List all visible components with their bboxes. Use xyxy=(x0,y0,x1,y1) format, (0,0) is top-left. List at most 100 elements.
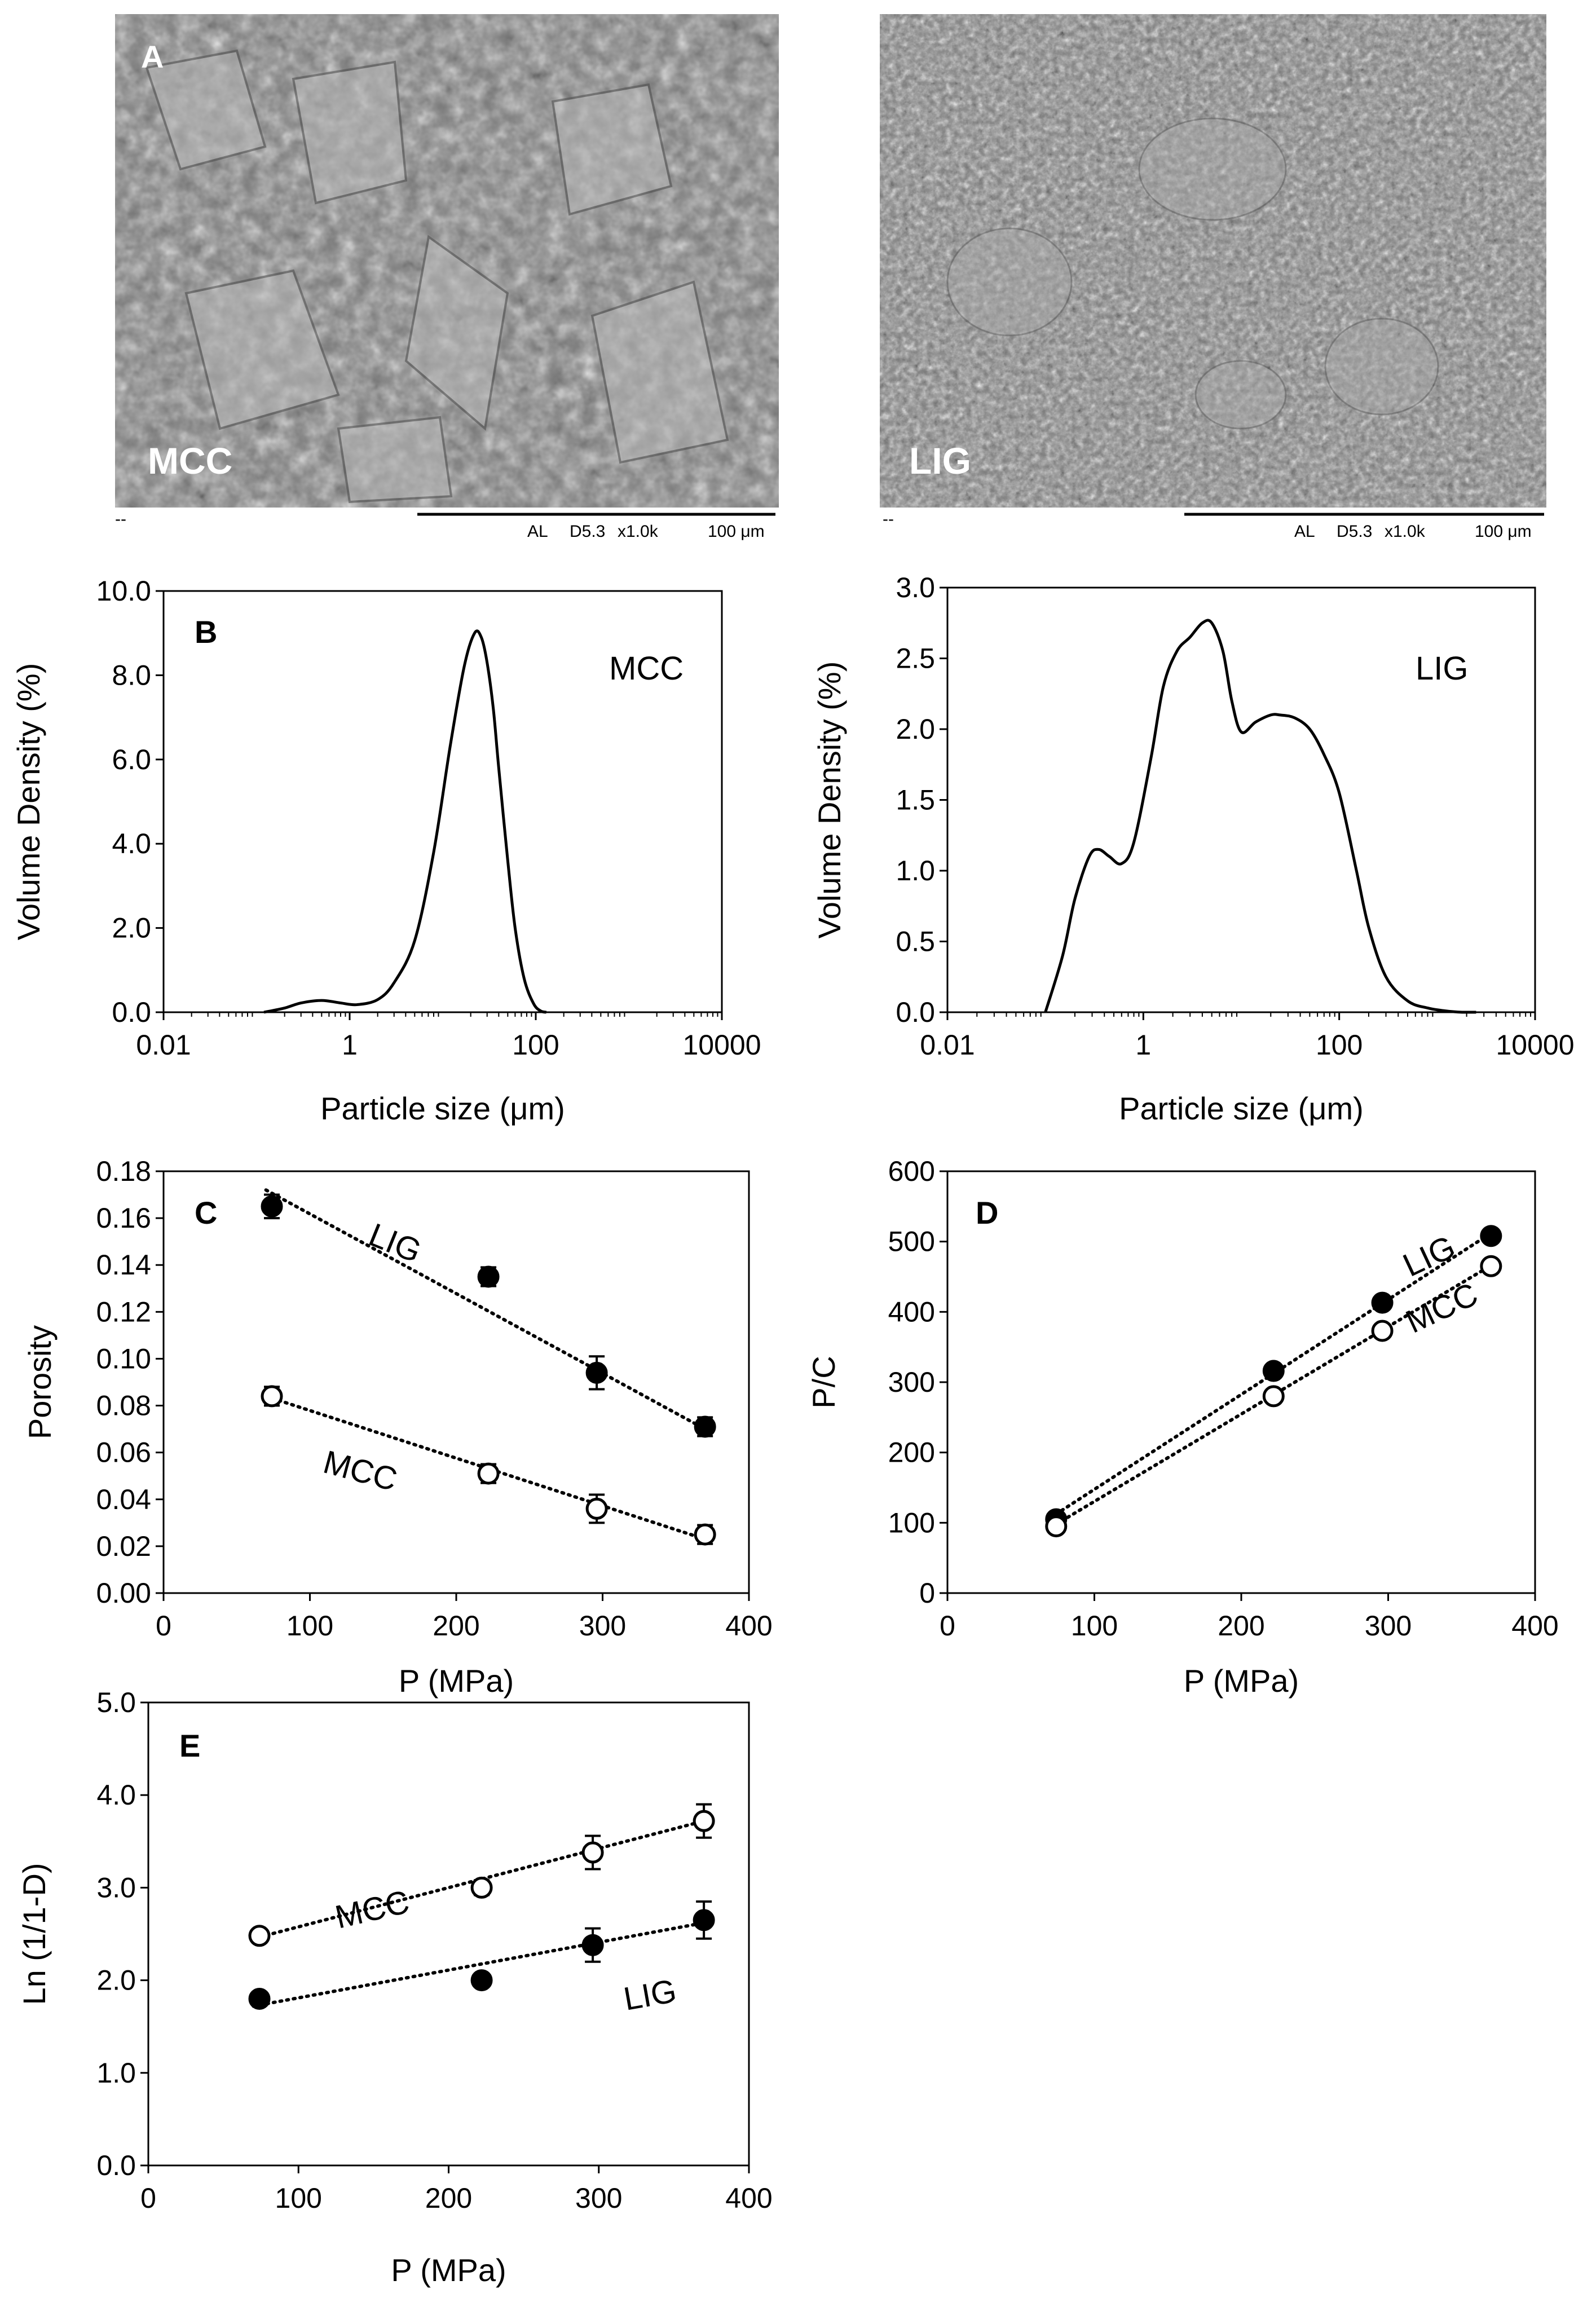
series-lig: LIG xyxy=(248,1900,715,2018)
x-tick-label: 10000 xyxy=(1496,1029,1574,1061)
y-axis-label: Volume Density (%) xyxy=(11,663,46,941)
trend-line xyxy=(264,1188,707,1431)
sem-label-mcc: MCC xyxy=(148,440,232,482)
y-tick-label: 0.5 xyxy=(896,926,935,958)
chart-b-lig-psd: 0.0 0.5 1.0 1.5 2.0 2.5 3.0 0.01 1 100 10000 Partic… xyxy=(812,572,1575,1126)
sem-scale-left-1: D5.3 xyxy=(570,522,605,541)
y-tick-label: 2.0 xyxy=(896,713,935,745)
x-tick-label: 100 xyxy=(512,1029,559,1061)
y-tick-label: 0 xyxy=(919,1577,935,1609)
panel-label: B xyxy=(195,614,217,650)
y-tick-label: 0.06 xyxy=(96,1437,151,1468)
sem-scale-left-2: x1.0k xyxy=(618,522,659,541)
trend-line xyxy=(252,1921,706,2008)
x-tick-label: 1 xyxy=(1135,1029,1151,1061)
sem-label-lig: LIG xyxy=(909,440,971,482)
x-axis-label: Particle size (μm) xyxy=(1119,1091,1364,1126)
y-axis-label: Ln (1/1-D) xyxy=(16,1863,52,2005)
series-label: LIG xyxy=(621,1973,679,2018)
sem-marker-right: -- xyxy=(883,510,894,528)
y-tick-label: 500 xyxy=(888,1226,935,1258)
data-point xyxy=(1371,1291,1394,1314)
y-axis-label: Porosity xyxy=(22,1325,58,1439)
y-tick-label: 0.08 xyxy=(96,1390,151,1422)
y-tick-label: 0.16 xyxy=(96,1202,151,1234)
x-tick-label: 300 xyxy=(579,1610,626,1642)
y-tick-label: 1.0 xyxy=(96,2057,136,2089)
sem-scale-right-0: AL xyxy=(1294,522,1315,541)
chart-annotation: LIG xyxy=(1416,650,1469,687)
sem-scale-left-3: 100 μm xyxy=(708,522,765,541)
sem-scale-left-0: AL xyxy=(527,522,548,541)
data-point xyxy=(581,1934,604,1956)
y-tick-label: 600 xyxy=(888,1155,935,1187)
sem-scale-right-2: x1.0k xyxy=(1385,522,1426,541)
series-lig: LIG xyxy=(1045,1225,1502,1530)
x-tick-label: 200 xyxy=(425,2182,472,2214)
plot-frame xyxy=(162,590,723,1013)
series-mcc: MCC xyxy=(248,1803,715,1947)
x-tick-label: 100 xyxy=(1316,1029,1363,1061)
psd-curve xyxy=(1044,619,1476,1014)
panel-label: E xyxy=(179,1728,200,1763)
y-tick-label: 0.02 xyxy=(96,1530,151,1562)
y-tick-label: 0.14 xyxy=(96,1249,151,1281)
y-tick-label: 0.0 xyxy=(112,996,151,1028)
plot-frame xyxy=(162,1170,750,1594)
data-point xyxy=(585,1497,608,1520)
x-tick-label: 0 xyxy=(140,2182,156,2214)
x-axis-label: P (MPa) xyxy=(1184,1663,1299,1699)
y-tick-label: 300 xyxy=(888,1366,935,1398)
data-point xyxy=(1371,1320,1394,1342)
sem-marker-left: -- xyxy=(115,510,126,528)
series-lig: LIG xyxy=(261,1188,716,1438)
y-tick-label: 400 xyxy=(888,1296,935,1327)
series-label: LIG xyxy=(1397,1228,1461,1283)
data-point xyxy=(248,1925,271,1947)
data-point xyxy=(470,1876,493,1899)
data-point xyxy=(1480,1255,1502,1277)
data-point xyxy=(694,1523,716,1546)
x-axis-label: P (MPa) xyxy=(391,2252,506,2288)
y-tick-label: 10.0 xyxy=(96,575,151,607)
x-tick-label: 300 xyxy=(575,2182,622,2214)
x-tick-label: 100 xyxy=(1071,1610,1118,1642)
x-tick-label: 0.01 xyxy=(920,1029,975,1061)
y-tick-label: 5.0 xyxy=(96,1687,136,1718)
y-tick-label: 8.0 xyxy=(112,659,151,691)
y-tick-label: 3.0 xyxy=(96,1872,136,1903)
data-point xyxy=(1262,1360,1285,1382)
data-point xyxy=(694,1415,716,1438)
data-point xyxy=(261,1195,283,1218)
y-tick-label: 3.0 xyxy=(896,572,935,603)
data-point xyxy=(248,1987,271,2010)
sem-scale-right-1: D5.3 xyxy=(1337,522,1372,541)
x-tick-label: 0 xyxy=(156,1610,171,1642)
y-tick-label: 2.0 xyxy=(112,912,151,944)
y-tick-label: 200 xyxy=(888,1437,935,1468)
y-tick-label: 2.5 xyxy=(896,643,935,674)
y-tick-label: 0.00 xyxy=(96,1577,151,1609)
x-axis-label: Particle size (μm) xyxy=(320,1091,565,1126)
data-point xyxy=(477,1462,500,1485)
data-point xyxy=(585,1361,608,1384)
series-label: MCC xyxy=(332,1883,412,1936)
data-point xyxy=(470,1969,493,1992)
y-tick-label: 100 xyxy=(888,1507,935,1538)
panel-label-a: A xyxy=(141,39,164,74)
data-point xyxy=(1262,1385,1285,1408)
sem-image-lig xyxy=(880,14,1546,508)
y-tick-label: 2.0 xyxy=(96,1965,136,1996)
x-tick-label: 0 xyxy=(940,1610,955,1642)
y-tick-label: 0.04 xyxy=(96,1484,151,1515)
panel-label: D xyxy=(976,1195,998,1230)
y-tick-label: 0.0 xyxy=(896,996,935,1028)
y-tick-label: 1.0 xyxy=(896,855,935,886)
x-axis-label: P (MPa) xyxy=(399,1663,514,1699)
x-tick-label: 400 xyxy=(725,1610,772,1642)
series-label: MCC xyxy=(1400,1276,1483,1340)
x-tick-label: 10000 xyxy=(682,1029,761,1061)
data-point xyxy=(477,1265,500,1288)
y-tick-label: 1.5 xyxy=(896,784,935,816)
data-point xyxy=(1480,1225,1502,1247)
